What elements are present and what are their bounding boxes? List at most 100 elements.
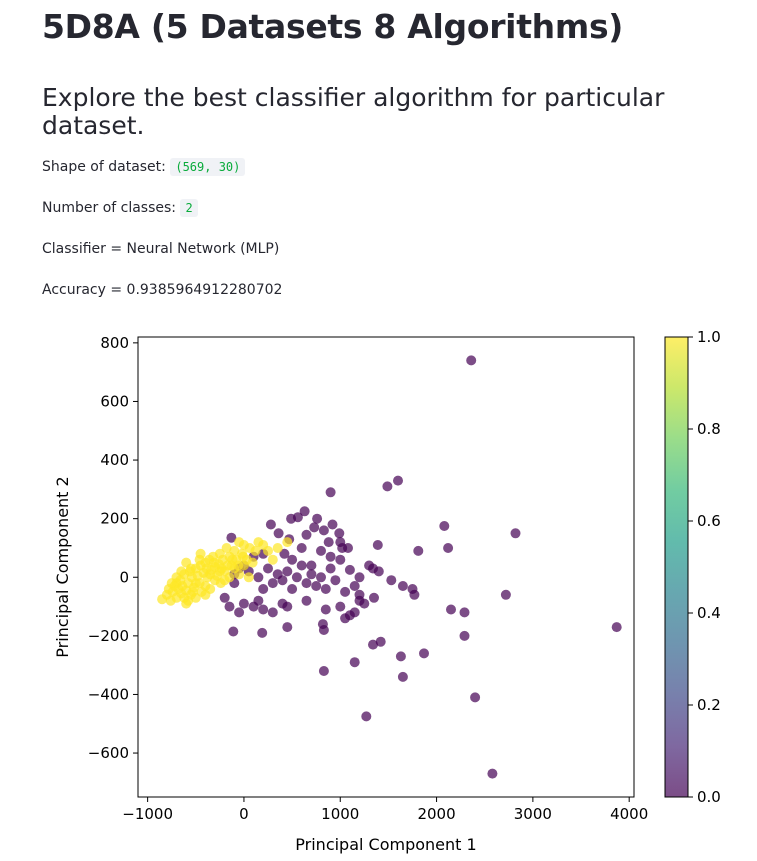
shape-value: (569, 30) (170, 158, 246, 176)
scatter-point-class-0 (282, 622, 293, 633)
scatter-point-class-0 (287, 584, 298, 594)
scatter-point-class-0 (320, 584, 331, 594)
x-tick-label: 0 (239, 805, 249, 823)
y-tick-label: −200 (88, 627, 129, 645)
colorbar-tick-label: 0.0 (697, 788, 721, 806)
y-tick-label: 0 (119, 568, 129, 586)
scatter-point-class-0 (318, 625, 329, 635)
scatter-point-class-1 (194, 554, 205, 565)
scatter-point-class-0 (253, 595, 264, 606)
scatter-point-class-0 (470, 692, 481, 703)
scatter-point-class-0 (286, 513, 297, 524)
scatter-point-class-0 (267, 578, 278, 589)
scatter-point-class-0 (296, 560, 307, 571)
scatter-point-class-0 (340, 586, 351, 597)
scatter-point-class-0 (344, 610, 355, 621)
scatter-point-class-0 (311, 581, 322, 591)
scatter-point-class-0 (287, 554, 298, 565)
scatter-point-class-1 (272, 543, 283, 553)
y-tick-label: 800 (100, 334, 129, 352)
y-axis-label: Principal Component 2 (53, 476, 72, 657)
scatter-point-class-0 (487, 768, 498, 779)
scatter-point-class-0 (354, 572, 365, 583)
classes-label: Number of classes: (42, 200, 177, 216)
scatter-point-class-0 (439, 521, 450, 531)
scatter-point-class-0 (372, 540, 383, 550)
scatter-point-class-0 (306, 569, 317, 580)
pca-scatter-chart: −1000 0 1000 2000 3000 4000 −600 −400 −200 0 200 4… (53, 328, 721, 854)
scatter-point-class-0 (510, 528, 521, 539)
scatter-point-class-0 (386, 575, 397, 586)
scatter-point-class-0 (282, 601, 293, 612)
colorbar-axis: 0.0 0.2 0.4 0.6 0.8 1.0 (688, 328, 721, 806)
scatter-point-class-0 (327, 519, 338, 530)
scatter-point-class-0 (258, 604, 269, 615)
scatter-point-class-0 (373, 566, 384, 577)
scatter-point-class-1 (179, 592, 190, 603)
scatter-point-class-1 (267, 554, 278, 565)
scatter-point-class-0 (344, 564, 355, 575)
scatter-point-class-0 (368, 639, 378, 650)
scatter-point-class-0 (325, 487, 336, 498)
scatter-point-class-0 (337, 543, 348, 553)
classes-value: 2 (180, 199, 198, 217)
scatter-point-class-0 (500, 589, 511, 600)
scatter-point-class-0 (238, 598, 249, 609)
x-tick-label: 4000 (610, 805, 648, 823)
plot-frame (137, 336, 635, 798)
scatter-point-class-1 (250, 545, 261, 556)
colorbar-tick-label: 0.4 (697, 604, 721, 622)
y-tick-label: 200 (100, 510, 129, 528)
page-subtitle: Explore the best classifier algorithm fo… (42, 83, 665, 140)
shape-row: Shape of dataset: (569, 30) (42, 156, 246, 178)
y-axis: −600 −400 −200 0 200 400 600 800 (88, 334, 138, 762)
scatter-point-class-1 (209, 557, 220, 568)
scatter-point-class-0 (253, 572, 264, 583)
scatter-point-class-0 (318, 666, 329, 676)
scatter-point-class-1 (282, 537, 293, 548)
scatter-point-class-0 (330, 575, 341, 586)
scatter-point-class-0 (318, 525, 329, 536)
scatter-point-class-0 (296, 543, 307, 553)
scatter-point-class-0 (277, 575, 288, 586)
x-axis-label: Principal Component 1 (295, 835, 476, 854)
x-tick-label: −1000 (122, 805, 173, 823)
scatter-point-class-0 (325, 551, 336, 562)
scatter-point-class-0 (409, 589, 420, 600)
scatter-point-class-0 (265, 519, 276, 530)
scatter-point-class-0 (267, 607, 278, 618)
scatter-point-class-0 (397, 581, 408, 591)
scatter-point-class-0 (361, 711, 372, 722)
scatter-point-class-1 (229, 545, 240, 556)
scatter-point-class-0 (323, 537, 334, 548)
y-tick-label: −600 (88, 744, 129, 762)
scatter-point-class-1 (187, 586, 198, 597)
scatter-point-class-0 (334, 528, 345, 539)
scatter-point-class-0 (224, 601, 235, 612)
x-tick-label: 3000 (514, 805, 552, 823)
scatter-point-class-0 (413, 545, 424, 556)
scatter-point-class-1 (243, 572, 254, 583)
scatter-point-class-1 (200, 589, 211, 600)
x-tick-label: 2000 (417, 805, 455, 823)
scatter-point-class-0 (382, 481, 393, 492)
y-tick-label: −400 (88, 685, 129, 703)
scatter-point-class-0 (395, 651, 406, 662)
scatter-point-class-1 (190, 578, 201, 589)
scatter-point-class-1 (166, 578, 177, 589)
scatter-point-class-0 (459, 607, 470, 618)
scatter-point-class-0 (335, 554, 346, 565)
scatter-point-class-0 (258, 584, 269, 594)
scatter-point-class-1 (238, 551, 248, 562)
classifier-text: Classifier = Neural Network (MLP) (42, 241, 280, 257)
scatter-point-class-0 (443, 543, 454, 553)
scatter-point-class-1 (233, 560, 244, 571)
scatter-point-class-1 (263, 545, 273, 556)
scatter-point-class-0 (301, 578, 312, 589)
scatter-point-class-1 (234, 569, 245, 580)
scatter-point-class-0 (306, 560, 317, 571)
scatter-points (157, 355, 622, 779)
scatter-point-class-0 (369, 592, 379, 603)
colorbar-tick-label: 1.0 (697, 328, 721, 346)
colorbar (664, 336, 689, 798)
